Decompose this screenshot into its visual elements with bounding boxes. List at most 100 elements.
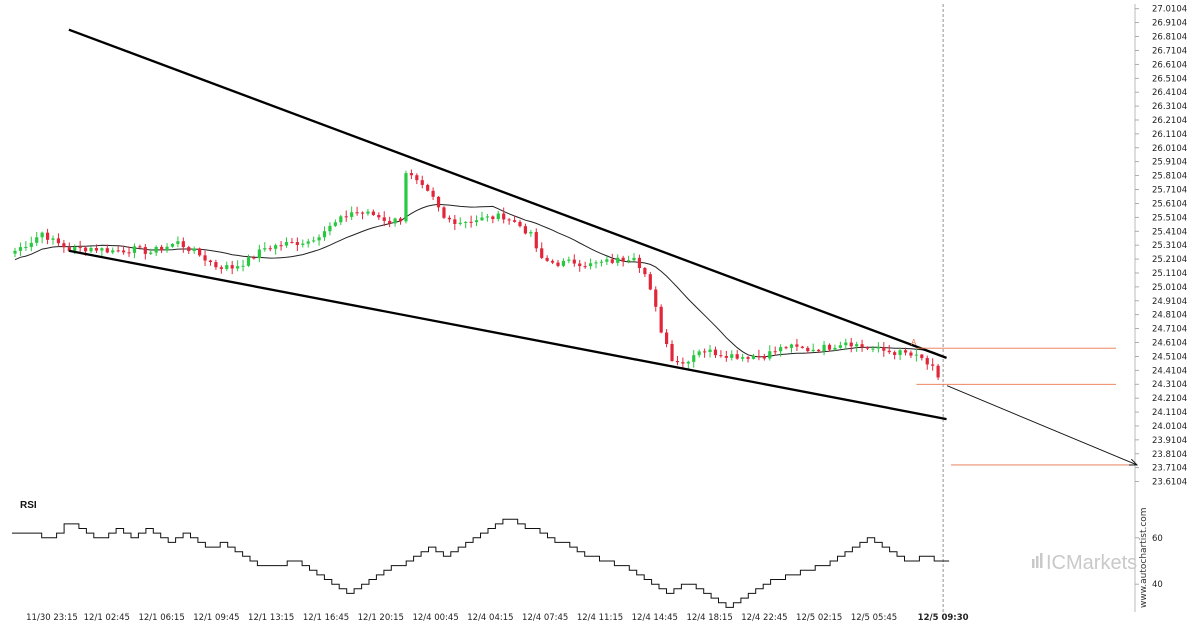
candle-body [833, 347, 837, 350]
brand-icon [1032, 553, 1043, 568]
candle [230, 260, 234, 275]
candle [800, 345, 804, 349]
candle [849, 337, 853, 353]
candle [583, 261, 587, 269]
candle-body [404, 173, 408, 222]
candle [45, 228, 50, 245]
candle [132, 243, 137, 259]
candle [333, 219, 337, 228]
candle [648, 271, 652, 291]
candle-body [263, 248, 267, 250]
candle-body [225, 265, 229, 269]
candle-body [572, 259, 576, 264]
level-A-label: A [911, 338, 917, 347]
candle [170, 243, 175, 248]
candle-body [51, 238, 55, 240]
candle [610, 253, 614, 265]
candle [236, 260, 240, 272]
candle-body [670, 344, 674, 361]
rsi-tick-label: 40 [1152, 580, 1163, 590]
candle [409, 169, 413, 180]
candle-body [252, 257, 256, 259]
price-tick-label: 24.2104 [1152, 394, 1187, 404]
candle [708, 345, 712, 358]
candle [469, 215, 473, 228]
candle [18, 242, 23, 256]
candle [111, 247, 115, 255]
candle-body [388, 220, 392, 224]
candle [675, 355, 680, 366]
candle [474, 215, 479, 227]
candle-body [127, 252, 131, 254]
candle-body [741, 357, 745, 359]
candle [903, 347, 908, 356]
price-tick-label: 24.5104 [1152, 352, 1187, 362]
candle-body [925, 358, 929, 365]
time-tick-label: 12/4 07:45 [522, 613, 568, 623]
candle [703, 348, 707, 358]
candle-body [170, 243, 175, 247]
candle [811, 343, 815, 352]
candle-body [458, 222, 462, 224]
candle-body [523, 226, 528, 234]
candle [89, 246, 93, 254]
candle-body [122, 250, 126, 253]
candle [871, 346, 875, 353]
candle [176, 236, 180, 248]
candle [350, 206, 354, 221]
candle [246, 254, 251, 267]
candle [893, 350, 897, 360]
candle-body [89, 248, 93, 252]
candle-body [312, 240, 316, 242]
candle-body [616, 257, 620, 263]
candle [817, 348, 821, 354]
candle [599, 259, 604, 267]
candle [882, 342, 886, 357]
candle [784, 345, 788, 350]
candle-body [724, 356, 728, 358]
candle-body [838, 345, 842, 348]
candle [692, 350, 696, 368]
candle-body [431, 190, 435, 197]
candle-body [143, 247, 147, 254]
candle-body [654, 289, 658, 307]
price-tick-label: 24.3104 [1152, 380, 1187, 390]
candle-body [295, 242, 299, 245]
candle-body [779, 347, 783, 352]
candle [545, 255, 549, 262]
trendlines [68, 28, 947, 421]
candle-body [187, 247, 191, 251]
candle-body [360, 212, 365, 214]
candle [225, 261, 229, 271]
candle [654, 286, 658, 312]
candle [659, 304, 663, 334]
candle-body [290, 242, 294, 244]
candle-body [382, 217, 386, 221]
price-tick-label: 26.9104 [1152, 19, 1187, 29]
candle-body [350, 212, 354, 217]
candle [806, 346, 810, 354]
candle-body [366, 211, 370, 214]
price-tick-label: 25.2104 [1152, 255, 1187, 265]
candle-body [339, 216, 343, 223]
time-tick-label: 12/1 09:45 [193, 613, 239, 623]
candle [415, 173, 419, 185]
candle-body [56, 238, 61, 244]
candle-body [176, 241, 180, 244]
candle [241, 259, 245, 272]
candle-body [447, 217, 451, 220]
price-grid [942, 4, 1136, 612]
candle [529, 229, 533, 237]
candle-body [100, 248, 104, 251]
candle [931, 358, 935, 371]
price-tick-label: 23.9104 [1152, 436, 1187, 446]
candle [192, 246, 196, 254]
price-tick-label: 23.7104 [1152, 464, 1187, 474]
candle-body [762, 356, 766, 359]
candle [681, 357, 685, 369]
candle [301, 239, 305, 248]
candle-body [73, 247, 77, 251]
candle-body [561, 260, 566, 266]
candle [768, 345, 772, 361]
candle-body [83, 247, 88, 252]
